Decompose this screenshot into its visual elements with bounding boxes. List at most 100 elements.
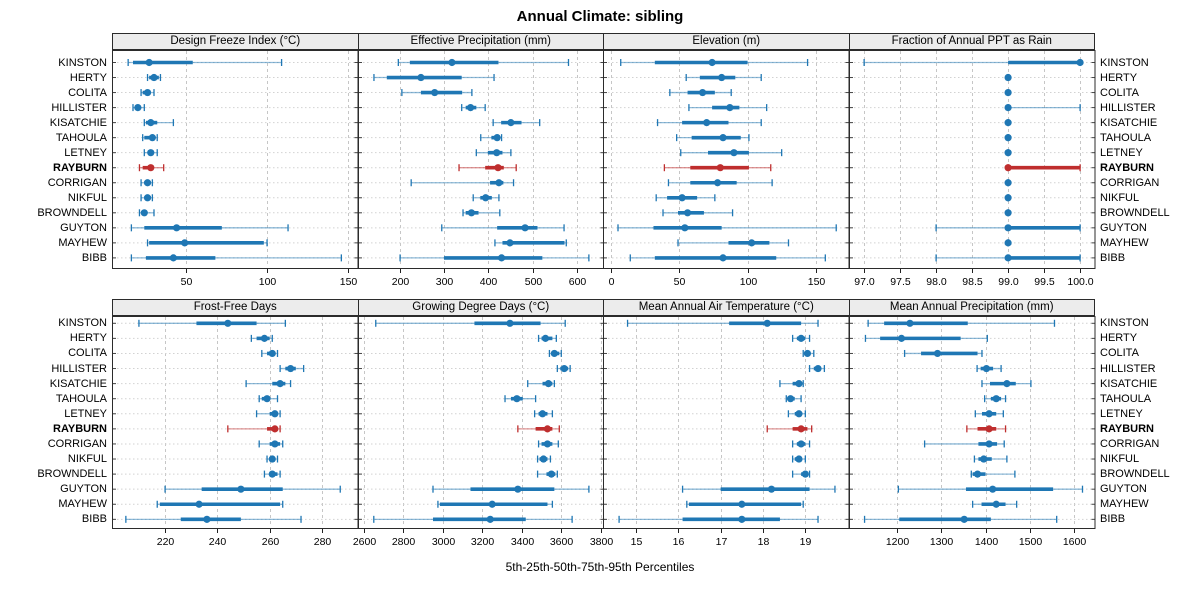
interval-row-corrigan [791,440,811,448]
interval-row-hillister [1004,103,1081,112]
median-dot [550,349,558,358]
interval-row-colita [1004,88,1012,97]
station-label-left-mayhew: MAYHEW [58,236,107,249]
median-dot [447,58,456,67]
x-tick-label: 280 [314,536,332,548]
station-label-left-bibb: BIBB [81,251,107,264]
median-dot [1004,209,1012,217]
station-label-left-tahoula: TAHOULA [55,392,107,405]
interval-row-nikful [791,455,806,463]
interval-row-rayburn [138,164,165,172]
x-tick-label: 3600 [549,536,573,548]
station-label-left-rayburn: RAYBURN [53,161,107,174]
x-tick-label: 2600 [352,536,376,548]
x-tick-label: 18 [758,536,770,548]
x-tick-label: 1300 [929,536,953,548]
median-dot [134,103,142,112]
interval-row-rayburn [457,164,517,172]
interval-row-mayhew [156,500,284,508]
interval-row-guyton [130,224,289,232]
median-dot [506,119,514,127]
median-dot [543,440,551,448]
interval-row-bibb [372,515,573,523]
median-dot [1004,194,1012,202]
median-dot [505,239,514,247]
median-dot [718,73,726,82]
station-label-left-guyton: GUYTON [60,483,107,496]
median-dot [181,239,189,247]
interval-row-kinston [620,58,809,67]
station-label-left-browndell: BROWNDELL [37,206,107,219]
interval-row-mayhew [493,239,567,247]
median-dot [1004,149,1012,157]
interval-row-kinston [866,319,1055,327]
median-dot [716,164,724,172]
median-dot [1004,73,1012,82]
panel-plot-fraction-of-annual-ppt-as-rain: 97.0 97.5 98.0 98.5 99.0 99.5 100.0 [848,50,1095,288]
median-dot [520,224,529,232]
median-dot [698,88,707,97]
x-tick-label: 50 [674,276,686,288]
interval-row-letney [143,149,158,157]
median-dot [1002,380,1010,388]
interval-row-kisatchie [526,380,555,388]
interval-row-guyton [897,485,1083,493]
x-tick-label: 3200 [470,536,494,548]
station-label-left-rayburn: RAYBURN [53,422,107,435]
x-tick-label: 0 [609,276,615,288]
interval-row-guyton [617,224,837,232]
interval-row-hillister [975,364,1002,373]
median-dot [147,149,155,157]
median-dot [486,515,494,523]
interval-row-browndell [263,470,281,478]
median-dot [268,455,276,463]
interval-row-corrigan [258,440,284,448]
median-dot [795,455,803,463]
median-dot [1076,58,1084,67]
station-label-right-nikful: NIKFUL [1100,191,1140,204]
interval-row-bibb [863,515,1057,523]
interval-row-corrigan [410,179,514,187]
median-dot [786,395,795,403]
median-dot [726,103,734,112]
station-label-left-corrigan: CORRIGAN [47,176,107,189]
median-dot [814,364,822,373]
interval-row-kinston [397,58,569,67]
panel-header-mean-annual-air-temperature-c: Mean Annual Air Temperature (°C) [603,299,850,316]
interval-row-colita [548,349,562,358]
median-dot [984,440,993,448]
station-label-left-kisatchie: KISATCHIE [49,116,107,129]
interval-row-nikful [655,194,716,202]
interval-row-mayhew [146,239,268,247]
panel-plot-elevation-m: 0 50 100 150 [603,50,850,288]
median-dot [801,470,809,478]
station-label-right-browndell: BROWNDELL [1100,468,1170,481]
x-tick-label: 97.0 [854,276,875,288]
median-dot [505,319,514,327]
median-dot [973,470,981,478]
panel-plot-frost-free-days: 220 240 260 280 [112,316,359,548]
median-dot [494,179,503,187]
interval-row-kisatchie [1004,119,1012,127]
station-label-left-corrigan: CORRIGAN [47,437,107,450]
station-label-right-herty: HERTY [1100,71,1138,84]
x-tick-label: 19 [800,536,812,548]
median-dot [1004,134,1012,142]
station-label-left-kinston: KINSTON [58,56,107,69]
interval-row-tahoula [676,134,750,142]
interval-row-browndell [138,209,155,217]
interval-row-kinston [626,319,819,327]
x-tick-label: 3800 [589,536,613,548]
interval-row-browndell [1004,209,1012,217]
median-dot [148,134,156,142]
median-dot [1004,179,1012,187]
interval-row-nikful [472,194,500,202]
station-label-right-rayburn: RAYBURN [1100,161,1154,174]
x-tick-label: 17 [716,536,728,548]
median-dot [708,58,716,67]
median-dot [719,254,727,262]
median-dot [147,119,155,127]
x-tick-label: 1200 [885,536,909,548]
interval-row-corrigan [667,179,773,187]
panel-border [848,316,1095,529]
